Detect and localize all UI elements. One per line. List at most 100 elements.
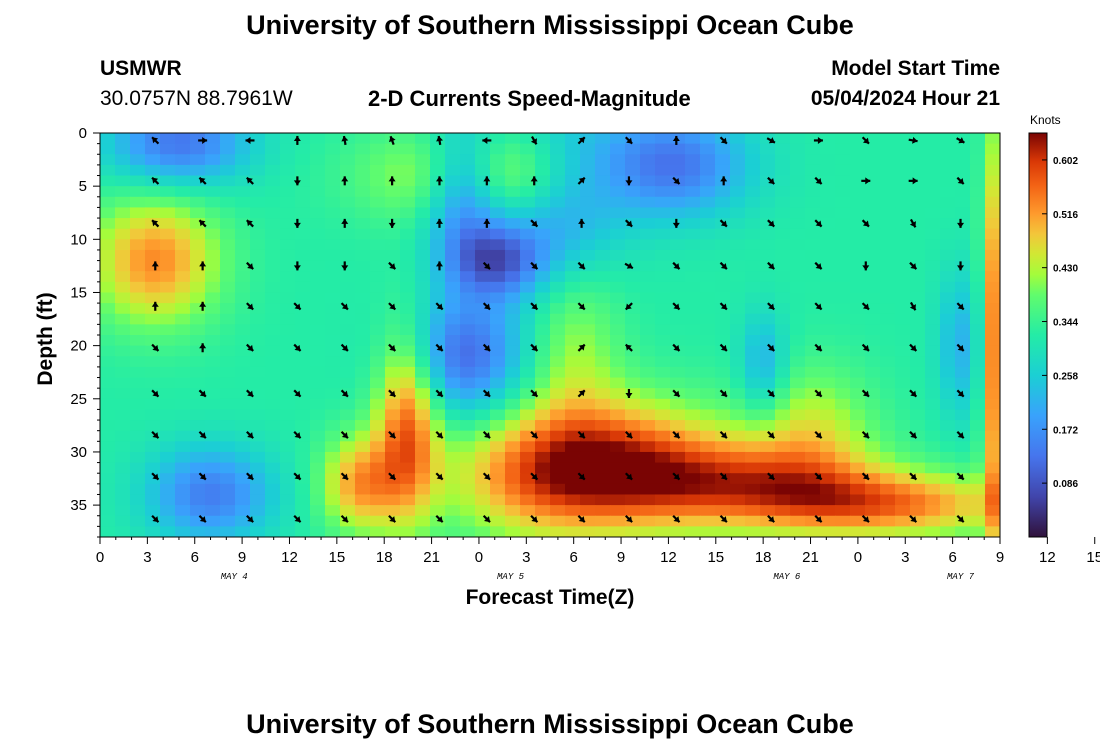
heatmap-cell bbox=[100, 409, 116, 421]
heatmap-cell bbox=[415, 218, 431, 230]
heatmap-cell bbox=[265, 377, 281, 389]
heatmap-cell bbox=[190, 143, 206, 155]
current-vector-arrow bbox=[624, 136, 633, 145]
heatmap-cell bbox=[715, 324, 731, 336]
heatmap-cell bbox=[250, 335, 266, 347]
heatmap-cell bbox=[625, 388, 641, 400]
heatmap-cell bbox=[340, 271, 356, 283]
heatmap-cell bbox=[820, 366, 836, 379]
heatmap-cell bbox=[460, 143, 476, 155]
heatmap-cell bbox=[895, 207, 911, 219]
heatmap-cell bbox=[865, 207, 881, 219]
heatmap-cell bbox=[700, 494, 716, 506]
heatmap-cell bbox=[445, 526, 461, 537]
current-vector-arrow bbox=[341, 261, 349, 271]
heatmap-cell bbox=[805, 505, 821, 517]
heatmap-cell bbox=[460, 207, 476, 219]
heatmap-cell bbox=[850, 196, 866, 209]
y-tick-label: 25 bbox=[70, 391, 87, 408]
heatmap-cell bbox=[175, 133, 191, 145]
current-vector-arrow bbox=[624, 302, 633, 311]
heatmap-cell bbox=[415, 526, 431, 537]
heatmap-cell bbox=[985, 377, 1000, 389]
heatmap-cell bbox=[820, 303, 836, 315]
heatmap-cell bbox=[250, 154, 266, 166]
heatmap-cell bbox=[565, 420, 581, 432]
heatmap-cell bbox=[955, 281, 971, 294]
heatmap-cell bbox=[520, 207, 536, 219]
heatmap-cell bbox=[550, 356, 566, 368]
heatmap-cell bbox=[175, 494, 191, 506]
heatmap-cell bbox=[175, 228, 191, 240]
heatmap-cell bbox=[490, 196, 506, 209]
heatmap-cell bbox=[580, 260, 596, 272]
heatmap-cell bbox=[745, 366, 761, 379]
heatmap-cell bbox=[250, 218, 266, 230]
heatmap-cell bbox=[205, 260, 221, 272]
heatmap-cell bbox=[250, 207, 266, 219]
heatmap-cell bbox=[235, 420, 251, 432]
heatmap-cell bbox=[640, 398, 656, 411]
heatmap-cell bbox=[490, 292, 506, 304]
heatmap-cell bbox=[595, 409, 611, 421]
heatmap-cell bbox=[760, 526, 776, 537]
footer-title: University of Southern Mississippi Ocean… bbox=[246, 709, 854, 739]
heatmap-cell bbox=[580, 303, 596, 315]
heatmap-cell bbox=[955, 398, 971, 411]
heatmap-cell bbox=[685, 303, 701, 315]
heatmap-cell bbox=[790, 505, 806, 517]
heatmap-cell bbox=[190, 420, 206, 432]
heatmap-cell bbox=[610, 218, 626, 230]
heatmap-cell bbox=[265, 345, 281, 357]
heatmap-cell bbox=[805, 218, 821, 230]
heatmap-cell bbox=[745, 324, 761, 336]
heatmap-cell bbox=[970, 239, 986, 251]
heatmap-cell bbox=[595, 186, 611, 198]
heatmap-cell bbox=[910, 409, 926, 421]
heatmap-cell bbox=[580, 249, 596, 262]
heatmap-cell bbox=[355, 398, 371, 411]
heatmap-cell bbox=[370, 441, 386, 453]
heatmap-cell bbox=[745, 377, 761, 389]
heatmap-cell bbox=[925, 186, 941, 198]
heatmap-cell bbox=[295, 292, 311, 304]
heatmap-cell bbox=[265, 260, 281, 272]
current-vector-arrow bbox=[151, 472, 160, 481]
heatmap-cell bbox=[160, 515, 176, 527]
heatmap-cell bbox=[280, 430, 296, 442]
heatmap-cell bbox=[430, 388, 446, 400]
heatmap-cell bbox=[565, 462, 581, 474]
heatmap-cell bbox=[625, 377, 641, 389]
heatmap-cell bbox=[430, 281, 446, 294]
heatmap-cell bbox=[535, 154, 551, 166]
heatmap-cell bbox=[580, 207, 596, 219]
heatmap-cell bbox=[370, 228, 386, 240]
heatmap-cell bbox=[940, 430, 956, 442]
heatmap-cell bbox=[550, 451, 566, 464]
heatmap-cell bbox=[325, 292, 341, 304]
heatmap-cell bbox=[475, 249, 491, 262]
heatmap-cell bbox=[685, 175, 701, 187]
heatmap-cell bbox=[895, 281, 911, 294]
heatmap-cell bbox=[310, 133, 326, 145]
heatmap-cell bbox=[130, 451, 146, 464]
heatmap-cell bbox=[340, 441, 356, 453]
heatmap-cell bbox=[415, 451, 431, 464]
heatmap-cell bbox=[325, 526, 341, 537]
heatmap-cell bbox=[400, 505, 416, 517]
heatmap-cell bbox=[865, 218, 881, 230]
heatmap-cell bbox=[730, 292, 746, 304]
current-vector-arrow bbox=[530, 514, 539, 523]
current-vector-arrow bbox=[814, 261, 823, 270]
heatmap-cell bbox=[190, 228, 206, 240]
heatmap-cell bbox=[460, 164, 476, 177]
heatmap-cell bbox=[640, 239, 656, 251]
heatmap-cell bbox=[490, 186, 506, 198]
heatmap-cell bbox=[835, 196, 851, 209]
current-vector-arrow bbox=[435, 343, 444, 352]
heatmap-cell bbox=[535, 207, 551, 219]
y-tick-label: 20 bbox=[70, 338, 87, 355]
heatmap-cell bbox=[490, 303, 506, 315]
heatmap-cell bbox=[730, 175, 746, 187]
heatmap-cell bbox=[430, 154, 446, 166]
